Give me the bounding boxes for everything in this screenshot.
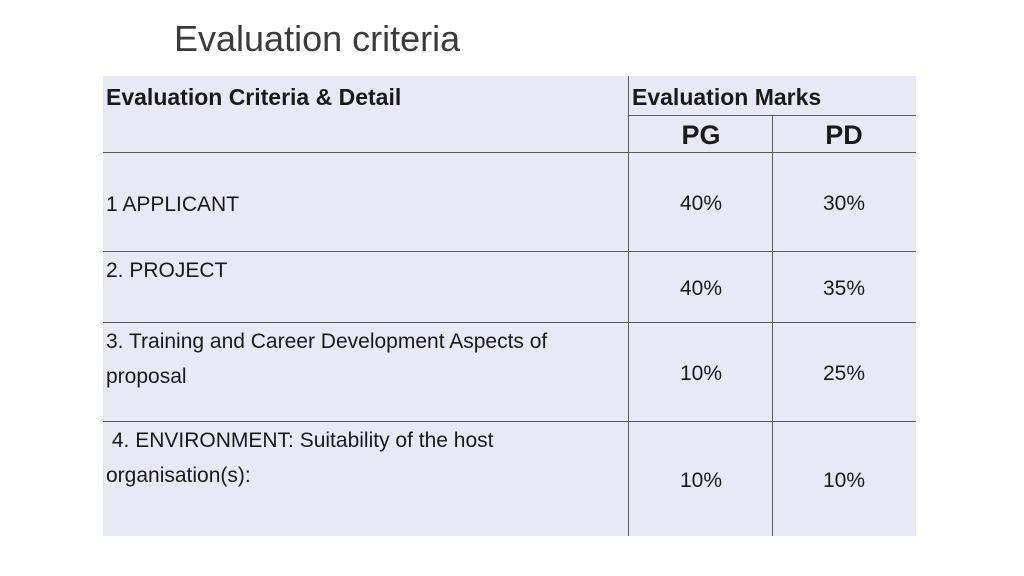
row-2-pd: 35% [822,277,866,300]
row-3-pg: 10% [679,362,723,385]
column-divider-criteria-marks [628,76,629,536]
column-divider-pg-pd [772,115,773,536]
pd-header: PD [825,120,863,150]
row-3-pd: 25% [822,362,866,385]
row-4-criterion: 4. ENVIRONMENT: Suitability of the host … [106,429,500,487]
criteria-header: Evaluation Criteria & Detail [106,84,402,110]
marks-subheader-divider [628,115,916,116]
row-2-pg: 40% [679,277,723,300]
pg-header: PG [681,120,721,150]
slide-title: Evaluation criteria [174,18,461,59]
header-divider [103,152,916,153]
row-1-criterion: 1 APPLICANT [106,193,240,216]
row-1-pg: 40% [679,192,723,215]
row-divider-2 [103,322,916,323]
row-4-pd: 10% [822,469,866,492]
row-divider-1 [103,251,916,252]
row-divider-3 [103,421,916,422]
row-4-pg: 10% [679,469,723,492]
row-2-criterion: 2. PROJECT [106,259,228,282]
marks-header: Evaluation Marks [632,84,822,110]
row-3-criterion: 3. Training and Career Development Aspec… [106,330,548,388]
evaluation-table: Evaluation Criteria & Detail Evaluation … [103,76,916,536]
row-1-pd: 30% [822,192,866,215]
